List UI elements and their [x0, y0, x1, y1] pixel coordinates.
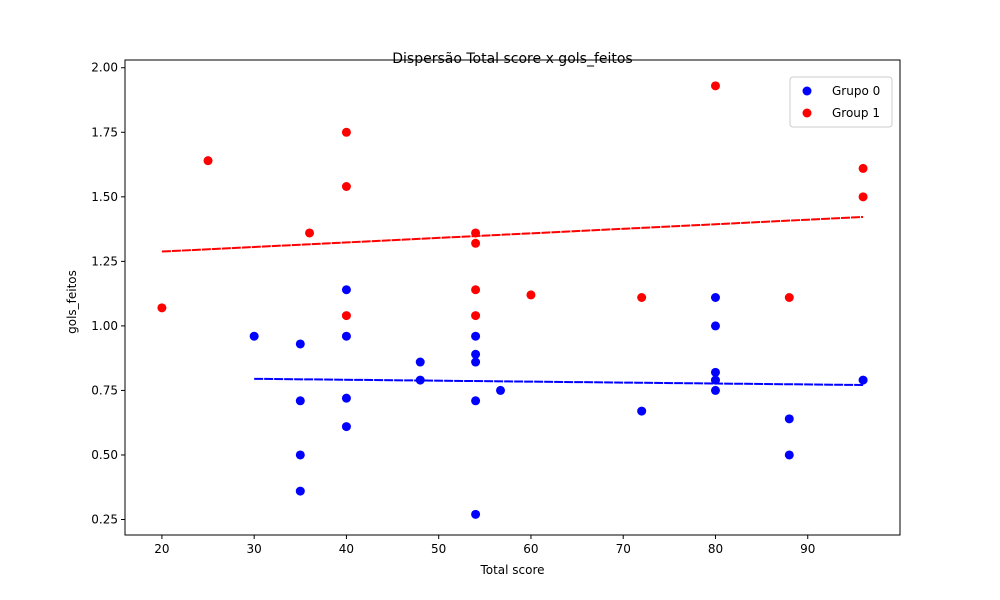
data-point [471, 349, 481, 359]
y-tick-label: 1.50 [91, 190, 118, 204]
legend-marker-1 [802, 108, 812, 118]
data-point [471, 331, 481, 341]
series-0 [249, 285, 868, 519]
data-point [471, 357, 481, 367]
legend: Grupo 0 Group 1 [789, 76, 893, 128]
legend-marker-0 [802, 86, 812, 96]
data-point [415, 375, 425, 385]
legend-label-0: Grupo 0 [832, 84, 880, 98]
plot-area-frame [124, 59, 901, 536]
x-tick-label: 80 [708, 542, 723, 556]
data-point [203, 156, 213, 166]
y-tick-label: 0.75 [91, 383, 118, 397]
x-tick-label: 30 [247, 542, 262, 556]
data-point [249, 331, 259, 341]
data-point [858, 163, 868, 173]
data-point [526, 290, 536, 300]
x-tick-label: 60 [523, 542, 538, 556]
data-point [471, 238, 481, 248]
data-point [157, 303, 167, 313]
data-point [496, 385, 506, 395]
data-point [305, 228, 315, 238]
data-point [710, 321, 720, 331]
y-tick-label: 0.50 [91, 448, 118, 462]
data-point [710, 385, 720, 395]
trend-line-1 [161, 215, 864, 253]
trend-line-0 [254, 377, 864, 387]
data-point [295, 450, 305, 460]
data-point [295, 486, 305, 496]
y-tick-label: 2.00 [91, 61, 118, 75]
data-point [858, 375, 868, 385]
data-point [341, 311, 351, 321]
data-point [471, 396, 481, 406]
x-tick-label: 90 [800, 542, 815, 556]
data-point [341, 422, 351, 432]
data-point [341, 285, 351, 295]
data-point [341, 393, 351, 403]
x-axis-label: Total score [479, 563, 544, 577]
data-point [637, 406, 647, 416]
data-point [295, 396, 305, 406]
chart-title: Dispersão Total score x gols_feitos [392, 51, 632, 67]
data-point [341, 331, 351, 341]
x-tick-label: 40 [339, 542, 354, 556]
data-point [415, 357, 425, 367]
data-point [784, 414, 794, 424]
y-tick-label: 1.00 [91, 319, 118, 333]
data-point [471, 228, 481, 238]
data-point [471, 311, 481, 321]
data-point [471, 509, 481, 519]
data-point [710, 367, 720, 377]
data-point [784, 450, 794, 460]
x-tick-label: 70 [616, 542, 631, 556]
y-tick-label: 1.75 [91, 125, 118, 139]
data-point [710, 81, 720, 91]
data-point [637, 293, 647, 302]
data-point [858, 192, 868, 202]
legend-box [789, 76, 893, 128]
series-1 [157, 81, 868, 321]
data-point [341, 181, 351, 191]
y-axis-label: gols_feitos [65, 270, 79, 334]
data-point [710, 375, 720, 385]
x-tick-label: 20 [154, 542, 169, 556]
data-point [784, 293, 794, 302]
data-point [471, 285, 481, 295]
legend-label-1: Group 1 [832, 106, 880, 120]
y-tick-label: 0.25 [91, 513, 118, 527]
data-point [341, 127, 351, 137]
data-point [710, 293, 720, 302]
x-tick-label: 50 [431, 542, 446, 556]
data-point [295, 339, 305, 349]
y-tick-label: 1.25 [91, 254, 118, 268]
